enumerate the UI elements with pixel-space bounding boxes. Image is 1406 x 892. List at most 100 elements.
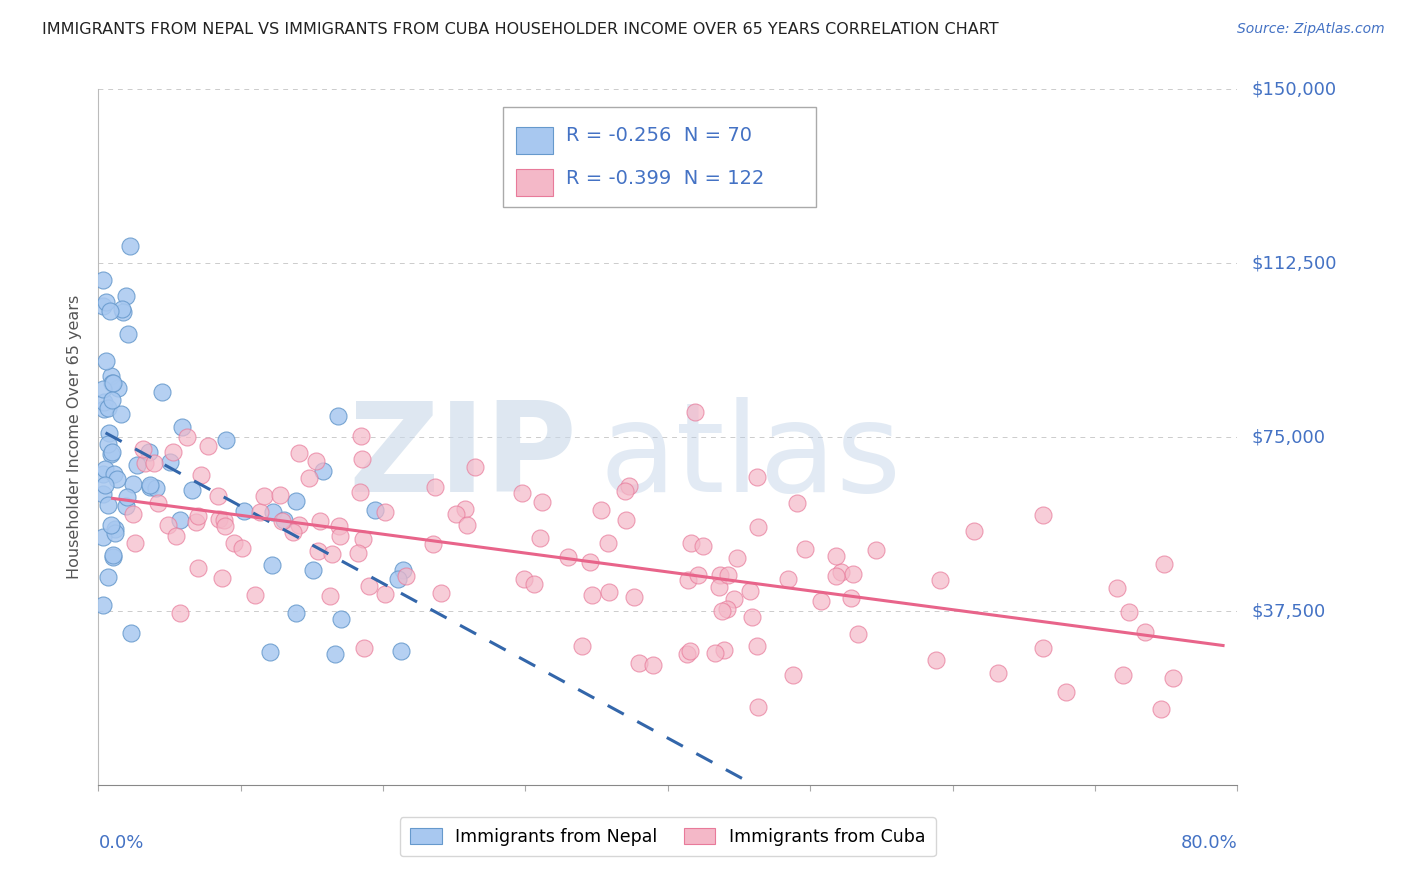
Point — [111, 305, 134, 319]
Point — [231, 541, 253, 555]
Point — [578, 555, 600, 569]
Point — [94, 462, 117, 476]
Bar — [516, 169, 553, 195]
Point — [825, 549, 848, 563]
Point — [709, 568, 731, 582]
Point — [963, 524, 986, 538]
Point — [1032, 641, 1054, 656]
Point — [103, 548, 125, 562]
Point — [101, 445, 124, 459]
Point — [510, 485, 533, 500]
Point — [308, 515, 330, 529]
Point — [307, 543, 329, 558]
Point — [312, 464, 335, 478]
Point — [211, 571, 233, 585]
Point — [623, 591, 645, 605]
Point — [97, 498, 120, 512]
Text: R = -0.399  N = 122: R = -0.399 N = 122 — [567, 169, 765, 187]
Point — [328, 519, 350, 533]
Point — [285, 493, 308, 508]
Point — [91, 299, 114, 313]
Point — [169, 513, 191, 527]
Point — [91, 273, 114, 287]
Point — [352, 533, 374, 547]
Point — [464, 459, 486, 474]
Point — [103, 467, 125, 482]
Point — [104, 522, 127, 536]
Point — [1149, 702, 1171, 716]
Point — [374, 587, 396, 601]
Point — [707, 580, 730, 594]
Point — [207, 489, 229, 503]
Point — [107, 381, 129, 395]
Legend: Immigrants from Nepal, Immigrants from Cuba: Immigrants from Nepal, Immigrants from C… — [399, 817, 936, 856]
Point — [1133, 625, 1156, 640]
Point — [117, 490, 139, 504]
Point — [1112, 668, 1135, 682]
Point — [260, 558, 283, 573]
Point — [285, 607, 308, 621]
Point — [187, 560, 209, 574]
Point — [97, 425, 120, 440]
Point — [747, 520, 769, 534]
Point — [91, 382, 114, 396]
Point — [617, 478, 640, 492]
Point — [688, 567, 710, 582]
Point — [138, 445, 160, 459]
Point — [738, 584, 761, 599]
Point — [105, 473, 128, 487]
Point — [159, 455, 181, 469]
Y-axis label: Householder Income Over 65 years: Householder Income Over 65 years — [67, 295, 83, 579]
Point — [101, 376, 124, 390]
Point — [326, 409, 349, 423]
Point — [596, 536, 619, 550]
Point — [97, 401, 120, 415]
Point — [114, 499, 136, 513]
Point — [716, 602, 738, 616]
Point — [318, 589, 340, 603]
Point — [96, 354, 118, 368]
Point — [187, 508, 209, 523]
Point — [270, 514, 292, 528]
Point — [717, 567, 740, 582]
Point — [692, 539, 714, 553]
Point — [143, 456, 166, 470]
Point — [349, 484, 371, 499]
Point — [557, 550, 579, 565]
Point — [614, 513, 637, 527]
Point — [1153, 557, 1175, 571]
Point — [93, 402, 115, 417]
Bar — [516, 128, 553, 154]
Point — [103, 549, 125, 564]
Point — [681, 536, 703, 550]
Point — [323, 647, 346, 661]
Point — [208, 512, 231, 526]
Point — [288, 446, 311, 460]
Point — [97, 437, 120, 451]
Point — [321, 547, 343, 561]
Point — [212, 513, 235, 527]
Point — [1032, 508, 1054, 522]
Point — [176, 429, 198, 443]
Text: atlas: atlas — [599, 398, 901, 518]
Point — [181, 483, 204, 497]
Point — [824, 569, 846, 583]
Point — [353, 641, 375, 656]
Point — [512, 572, 534, 586]
Point — [146, 496, 169, 510]
Point — [98, 304, 121, 318]
Point — [122, 507, 145, 521]
Point — [925, 653, 948, 667]
Point — [352, 452, 374, 467]
Point — [364, 503, 387, 517]
Point — [430, 585, 453, 599]
Point — [571, 639, 593, 653]
Point — [118, 239, 141, 253]
Point — [531, 495, 554, 509]
Text: $75,000: $75,000 — [1251, 428, 1326, 446]
Point — [841, 591, 863, 606]
Point — [222, 536, 245, 550]
Point — [454, 502, 477, 516]
Point — [842, 566, 865, 581]
Point — [776, 572, 799, 586]
